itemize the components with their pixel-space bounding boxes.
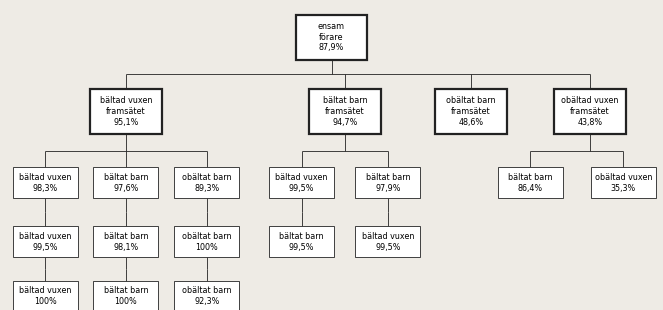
FancyBboxPatch shape: [90, 89, 162, 134]
FancyBboxPatch shape: [93, 281, 158, 310]
Text: bältat barn
86,4%: bältat barn 86,4%: [508, 173, 553, 193]
FancyBboxPatch shape: [93, 226, 158, 257]
Text: obältat barn
100%: obältat barn 100%: [182, 232, 231, 252]
FancyBboxPatch shape: [13, 167, 78, 198]
FancyBboxPatch shape: [13, 281, 78, 310]
Text: bältad vuxen
framsätet
95,1%: bältad vuxen framsätet 95,1%: [100, 96, 152, 127]
Text: bältat barn
framsätet
94,7%: bältat barn framsätet 94,7%: [322, 96, 367, 127]
Text: bältat barn
97,6%: bältat barn 97,6%: [103, 173, 149, 193]
Text: bältat barn
99,5%: bältat barn 99,5%: [279, 232, 324, 252]
FancyBboxPatch shape: [309, 89, 381, 134]
Text: ensam
förare
87,9%: ensam förare 87,9%: [318, 22, 345, 52]
FancyBboxPatch shape: [174, 226, 239, 257]
FancyBboxPatch shape: [296, 15, 367, 60]
FancyBboxPatch shape: [174, 167, 239, 198]
Text: bältat barn
97,9%: bältat barn 97,9%: [365, 173, 410, 193]
Text: bältad vuxen
100%: bältad vuxen 100%: [19, 286, 71, 306]
Text: obältad vuxen
35,3%: obältad vuxen 35,3%: [595, 173, 652, 193]
FancyBboxPatch shape: [93, 167, 158, 198]
Text: bältat barn
100%: bältat barn 100%: [103, 286, 149, 306]
Text: obältat barn
89,3%: obältat barn 89,3%: [182, 173, 231, 193]
Text: bältad vuxen
99,5%: bältad vuxen 99,5%: [362, 232, 414, 252]
FancyBboxPatch shape: [355, 167, 420, 198]
Text: bältad vuxen
98,3%: bältad vuxen 98,3%: [19, 173, 71, 193]
Text: bältat barn
98,1%: bältat barn 98,1%: [103, 232, 149, 252]
FancyBboxPatch shape: [355, 226, 420, 257]
FancyBboxPatch shape: [435, 89, 507, 134]
FancyBboxPatch shape: [554, 89, 626, 134]
Text: obältad vuxen
framsätet
43,8%: obältad vuxen framsätet 43,8%: [562, 96, 619, 127]
Text: obältat barn
framsätet
48,6%: obältat barn framsätet 48,6%: [446, 96, 495, 127]
FancyBboxPatch shape: [269, 167, 334, 198]
FancyBboxPatch shape: [174, 281, 239, 310]
FancyBboxPatch shape: [269, 226, 334, 257]
Text: bältad vuxen
99,5%: bältad vuxen 99,5%: [19, 232, 71, 252]
Text: bältad vuxen
99,5%: bältad vuxen 99,5%: [276, 173, 328, 193]
FancyBboxPatch shape: [13, 226, 78, 257]
FancyBboxPatch shape: [498, 167, 563, 198]
FancyBboxPatch shape: [591, 167, 656, 198]
Text: obältat barn
92,3%: obältat barn 92,3%: [182, 286, 231, 306]
